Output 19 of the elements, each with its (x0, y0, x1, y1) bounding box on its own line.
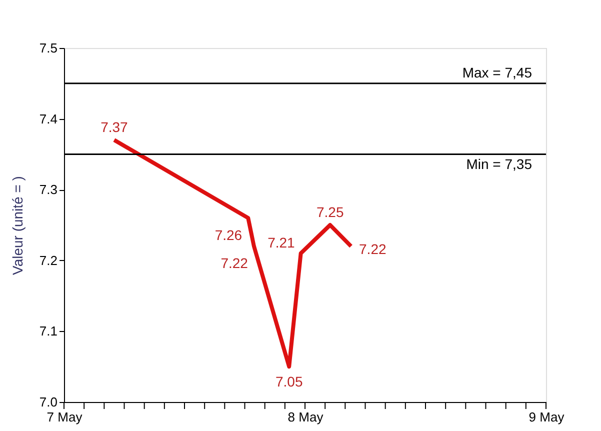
data-label: 7.26 (214, 226, 242, 243)
ref-line-label: Min = 7,35 (466, 156, 532, 172)
data-label: 7.22 (359, 241, 386, 258)
y-tick-label: 7.2 (39, 252, 58, 268)
y-tick-label: 7.5 (39, 40, 58, 56)
y-tick-label: 7.4 (39, 111, 58, 126)
ref-line-label: Max = 7,45 (462, 64, 532, 80)
x-tick-label: 8 May (288, 410, 324, 424)
x-tick-label: 7 May (46, 410, 83, 424)
y-tick-label: 7.0 (39, 394, 58, 410)
y-tick-label: 7.1 (39, 324, 58, 339)
data-label: 7.22 (220, 255, 248, 272)
data-label: 7.05 (275, 374, 303, 390)
data-label: 7.25 (316, 204, 344, 220)
y-axis-title: Valeur (unité = ) (9, 176, 26, 275)
x-tick-label: 9 May (528, 410, 565, 424)
y-tick-label: 7.3 (39, 182, 58, 198)
data-label: 7.37 (100, 119, 128, 136)
data-label: 7.21 (268, 234, 296, 250)
